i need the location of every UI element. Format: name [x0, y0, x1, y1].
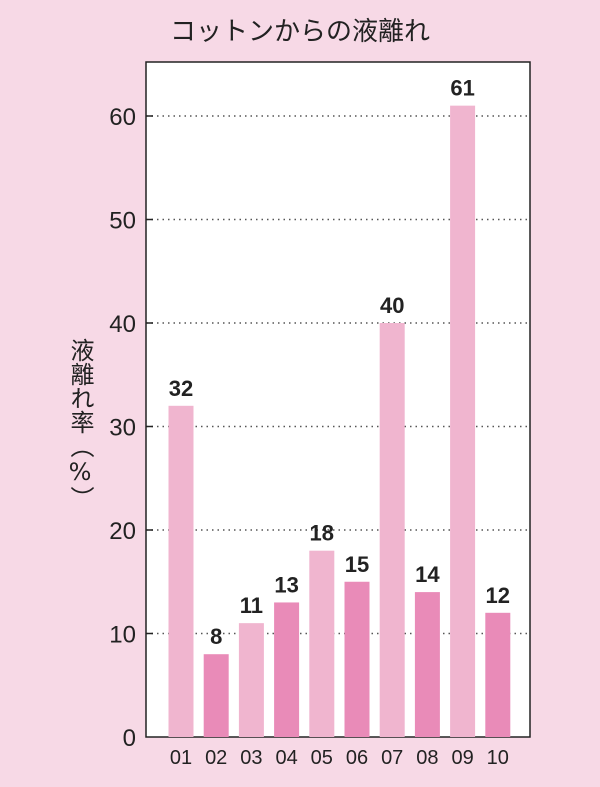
x-tick-label: 09: [451, 747, 473, 769]
x-tick-label: 03: [240, 747, 262, 769]
y-tick-label: 20: [109, 518, 136, 545]
x-tick-label: 02: [205, 747, 227, 769]
x-tick-label: 10: [487, 747, 509, 769]
data-label: 11: [240, 593, 263, 618]
data-label: 12: [486, 583, 510, 608]
bar: [309, 550, 335, 737]
bar: [238, 623, 264, 737]
x-tick-label: 05: [311, 747, 333, 769]
bars: [168, 105, 511, 737]
data-label: 15: [345, 552, 369, 577]
y-axis-label: 液離れ率（%）: [66, 338, 94, 510]
y-tick-label: 50: [109, 208, 136, 235]
data-label: 18: [310, 521, 334, 546]
y-axis-title: 液離れ率（%）: [66, 338, 94, 510]
data-label: 40: [380, 293, 404, 318]
bar: [274, 602, 300, 737]
bar: [414, 592, 440, 737]
x-tick-label: 04: [275, 747, 297, 769]
data-label: 32: [169, 376, 193, 401]
value-labels: 32 8 11 13 18 15 40 14 61 12: [169, 76, 510, 650]
bar: [485, 612, 511, 737]
data-label: 13: [274, 572, 298, 597]
y-tick-label: 40: [109, 311, 136, 338]
y-tick-label: 30: [109, 415, 136, 442]
bar: [203, 654, 229, 737]
bar: [168, 405, 194, 737]
x-tick-label: 07: [381, 747, 403, 769]
data-label: 61: [450, 76, 474, 101]
x-tick-label: 01: [170, 747, 192, 769]
y-tick-label: 60: [109, 104, 136, 131]
bar: [450, 105, 476, 737]
x-tick-label: 06: [346, 747, 368, 769]
x-tick-label: 08: [416, 747, 438, 769]
chart-title: コットンからの液離れ: [170, 17, 430, 47]
y-tick-label: 0: [123, 725, 136, 752]
bar: [344, 581, 370, 737]
y-tick-label: 10: [109, 622, 136, 649]
y-axis-ticks: 0 10 20 30 40 50 60: [109, 104, 136, 752]
x-axis-ticks: 01 02 03 04 05 06 07 08 09 10: [170, 747, 509, 769]
data-label: 14: [415, 562, 440, 587]
bar: [379, 323, 405, 737]
data-label: 8: [210, 624, 222, 649]
